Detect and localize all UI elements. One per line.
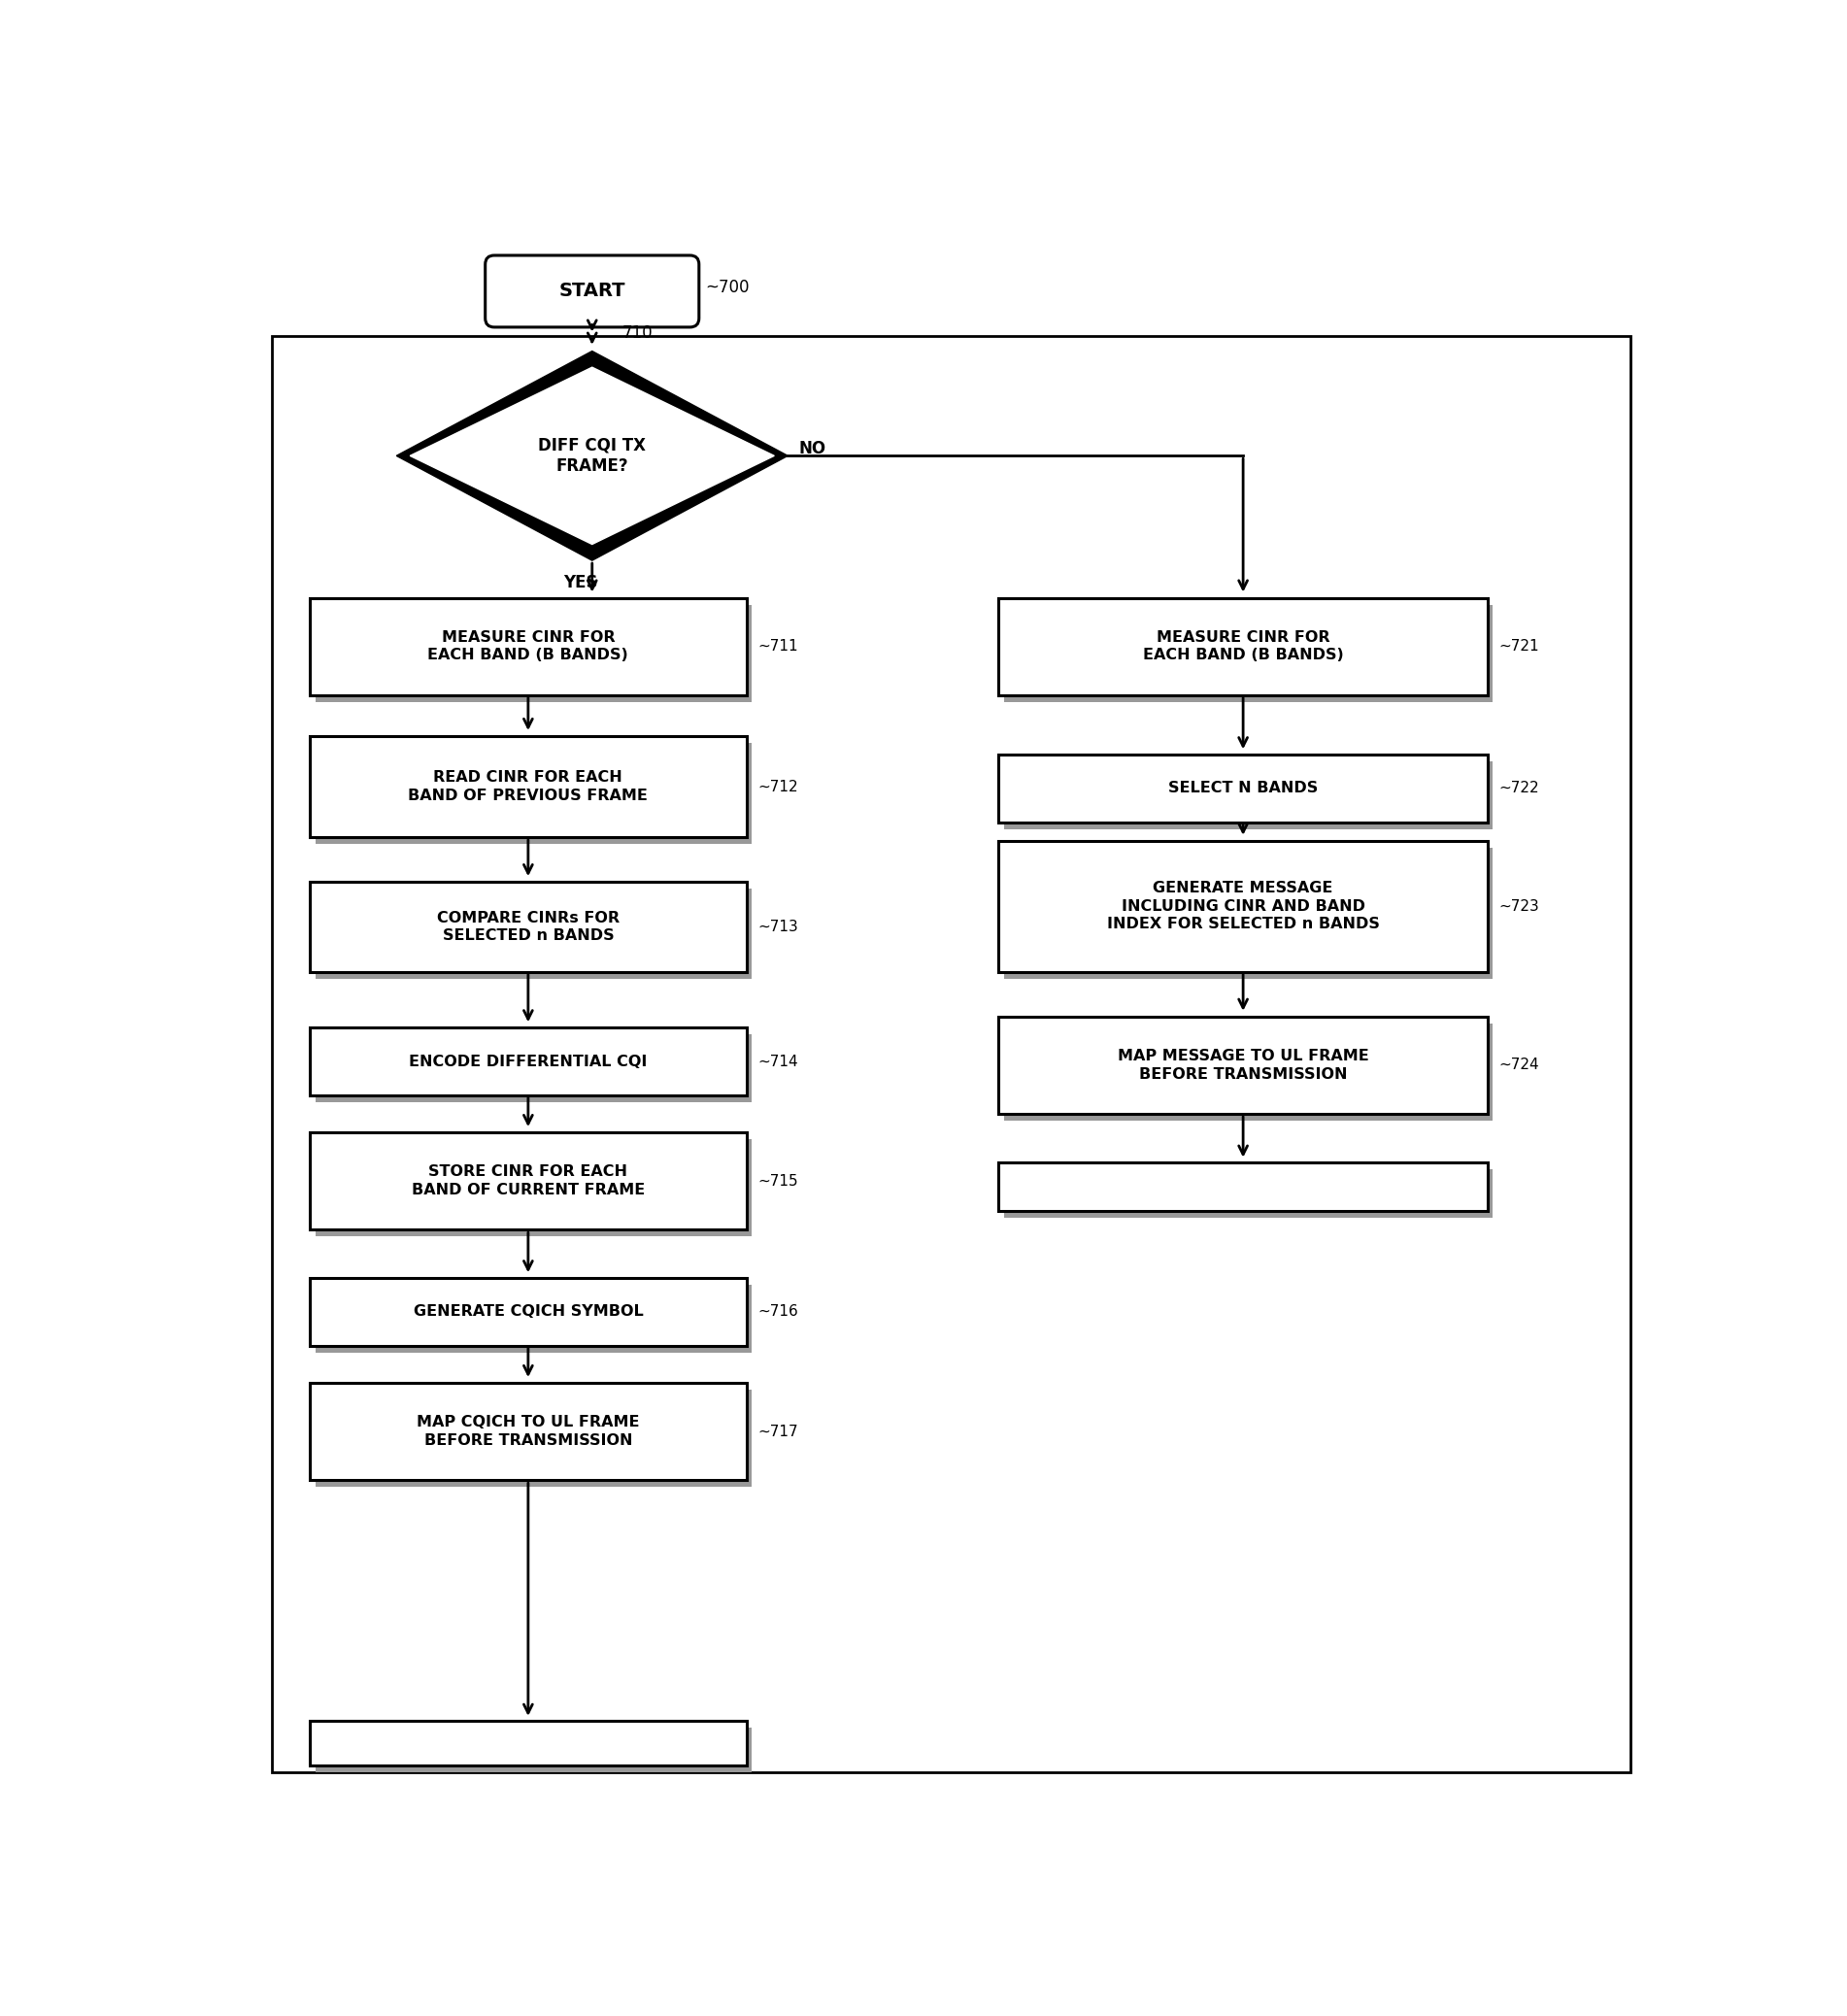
- FancyBboxPatch shape: [316, 744, 752, 845]
- FancyBboxPatch shape: [1003, 847, 1492, 978]
- Text: GENERATE CQICH SYMBOL: GENERATE CQICH SYMBOL: [414, 1304, 643, 1318]
- FancyBboxPatch shape: [310, 1028, 746, 1095]
- Text: ~712: ~712: [757, 780, 798, 794]
- Text: ~700: ~700: [706, 278, 750, 296]
- Text: ~717: ~717: [757, 1423, 798, 1439]
- FancyBboxPatch shape: [316, 1139, 752, 1236]
- FancyBboxPatch shape: [316, 605, 752, 702]
- FancyBboxPatch shape: [999, 754, 1487, 823]
- FancyBboxPatch shape: [999, 1163, 1487, 1212]
- FancyBboxPatch shape: [310, 1278, 746, 1345]
- Text: START: START: [560, 282, 626, 300]
- Text: ~721: ~721: [1500, 639, 1539, 653]
- FancyBboxPatch shape: [310, 1133, 746, 1230]
- FancyBboxPatch shape: [316, 1389, 752, 1488]
- FancyBboxPatch shape: [316, 1284, 752, 1353]
- Text: YES: YES: [563, 575, 598, 591]
- FancyBboxPatch shape: [310, 599, 746, 696]
- Text: MEASURE CINR FOR
EACH BAND (B BANDS): MEASURE CINR FOR EACH BAND (B BANDS): [429, 631, 628, 663]
- FancyBboxPatch shape: [310, 1383, 746, 1480]
- FancyBboxPatch shape: [999, 599, 1487, 696]
- Polygon shape: [397, 351, 789, 560]
- Text: 710: 710: [622, 325, 654, 343]
- Polygon shape: [410, 367, 774, 544]
- Text: MAP MESSAGE TO UL FRAME
BEFORE TRANSMISSION: MAP MESSAGE TO UL FRAME BEFORE TRANSMISS…: [1117, 1048, 1369, 1081]
- FancyBboxPatch shape: [1003, 1169, 1492, 1218]
- Text: MEASURE CINR FOR
EACH BAND (B BANDS): MEASURE CINR FOR EACH BAND (B BANDS): [1143, 631, 1343, 663]
- Text: ~715: ~715: [757, 1173, 798, 1187]
- FancyBboxPatch shape: [1003, 1024, 1492, 1121]
- FancyBboxPatch shape: [316, 1728, 752, 1772]
- Text: ~724: ~724: [1500, 1058, 1539, 1073]
- Text: MAP CQICH TO UL FRAME
BEFORE TRANSMISSION: MAP CQICH TO UL FRAME BEFORE TRANSMISSIO…: [417, 1415, 639, 1447]
- FancyBboxPatch shape: [310, 881, 746, 972]
- Text: STORE CINR FOR EACH
BAND OF CURRENT FRAME: STORE CINR FOR EACH BAND OF CURRENT FRAM…: [412, 1165, 645, 1198]
- Text: DIFF CQI TX
FRAME?: DIFF CQI TX FRAME?: [537, 435, 646, 476]
- FancyBboxPatch shape: [316, 1034, 752, 1103]
- FancyBboxPatch shape: [316, 889, 752, 978]
- Text: COMPARE CINRs FOR
SELECTED n BANDS: COMPARE CINRs FOR SELECTED n BANDS: [436, 911, 619, 943]
- FancyBboxPatch shape: [999, 1016, 1487, 1113]
- FancyBboxPatch shape: [486, 256, 698, 327]
- Text: ENCODE DIFFERENTIAL CQI: ENCODE DIFFERENTIAL CQI: [408, 1054, 646, 1068]
- Text: NO: NO: [800, 439, 826, 458]
- FancyBboxPatch shape: [310, 1722, 746, 1766]
- FancyBboxPatch shape: [1003, 762, 1492, 829]
- Text: READ CINR FOR EACH
BAND OF PREVIOUS FRAME: READ CINR FOR EACH BAND OF PREVIOUS FRAM…: [408, 770, 648, 802]
- Text: SELECT N BANDS: SELECT N BANDS: [1167, 782, 1319, 796]
- FancyBboxPatch shape: [1003, 605, 1492, 702]
- FancyBboxPatch shape: [310, 736, 746, 837]
- Text: ~714: ~714: [757, 1054, 798, 1068]
- Text: ~716: ~716: [757, 1304, 798, 1318]
- Text: ~713: ~713: [757, 919, 798, 933]
- Text: ~722: ~722: [1500, 782, 1539, 796]
- Text: ~723: ~723: [1500, 899, 1540, 913]
- Text: GENERATE MESSAGE
INCLUDING CINR AND BAND
INDEX FOR SELECTED n BANDS: GENERATE MESSAGE INCLUDING CINR AND BAND…: [1106, 881, 1380, 931]
- FancyBboxPatch shape: [999, 841, 1487, 972]
- Text: ~711: ~711: [757, 639, 798, 653]
